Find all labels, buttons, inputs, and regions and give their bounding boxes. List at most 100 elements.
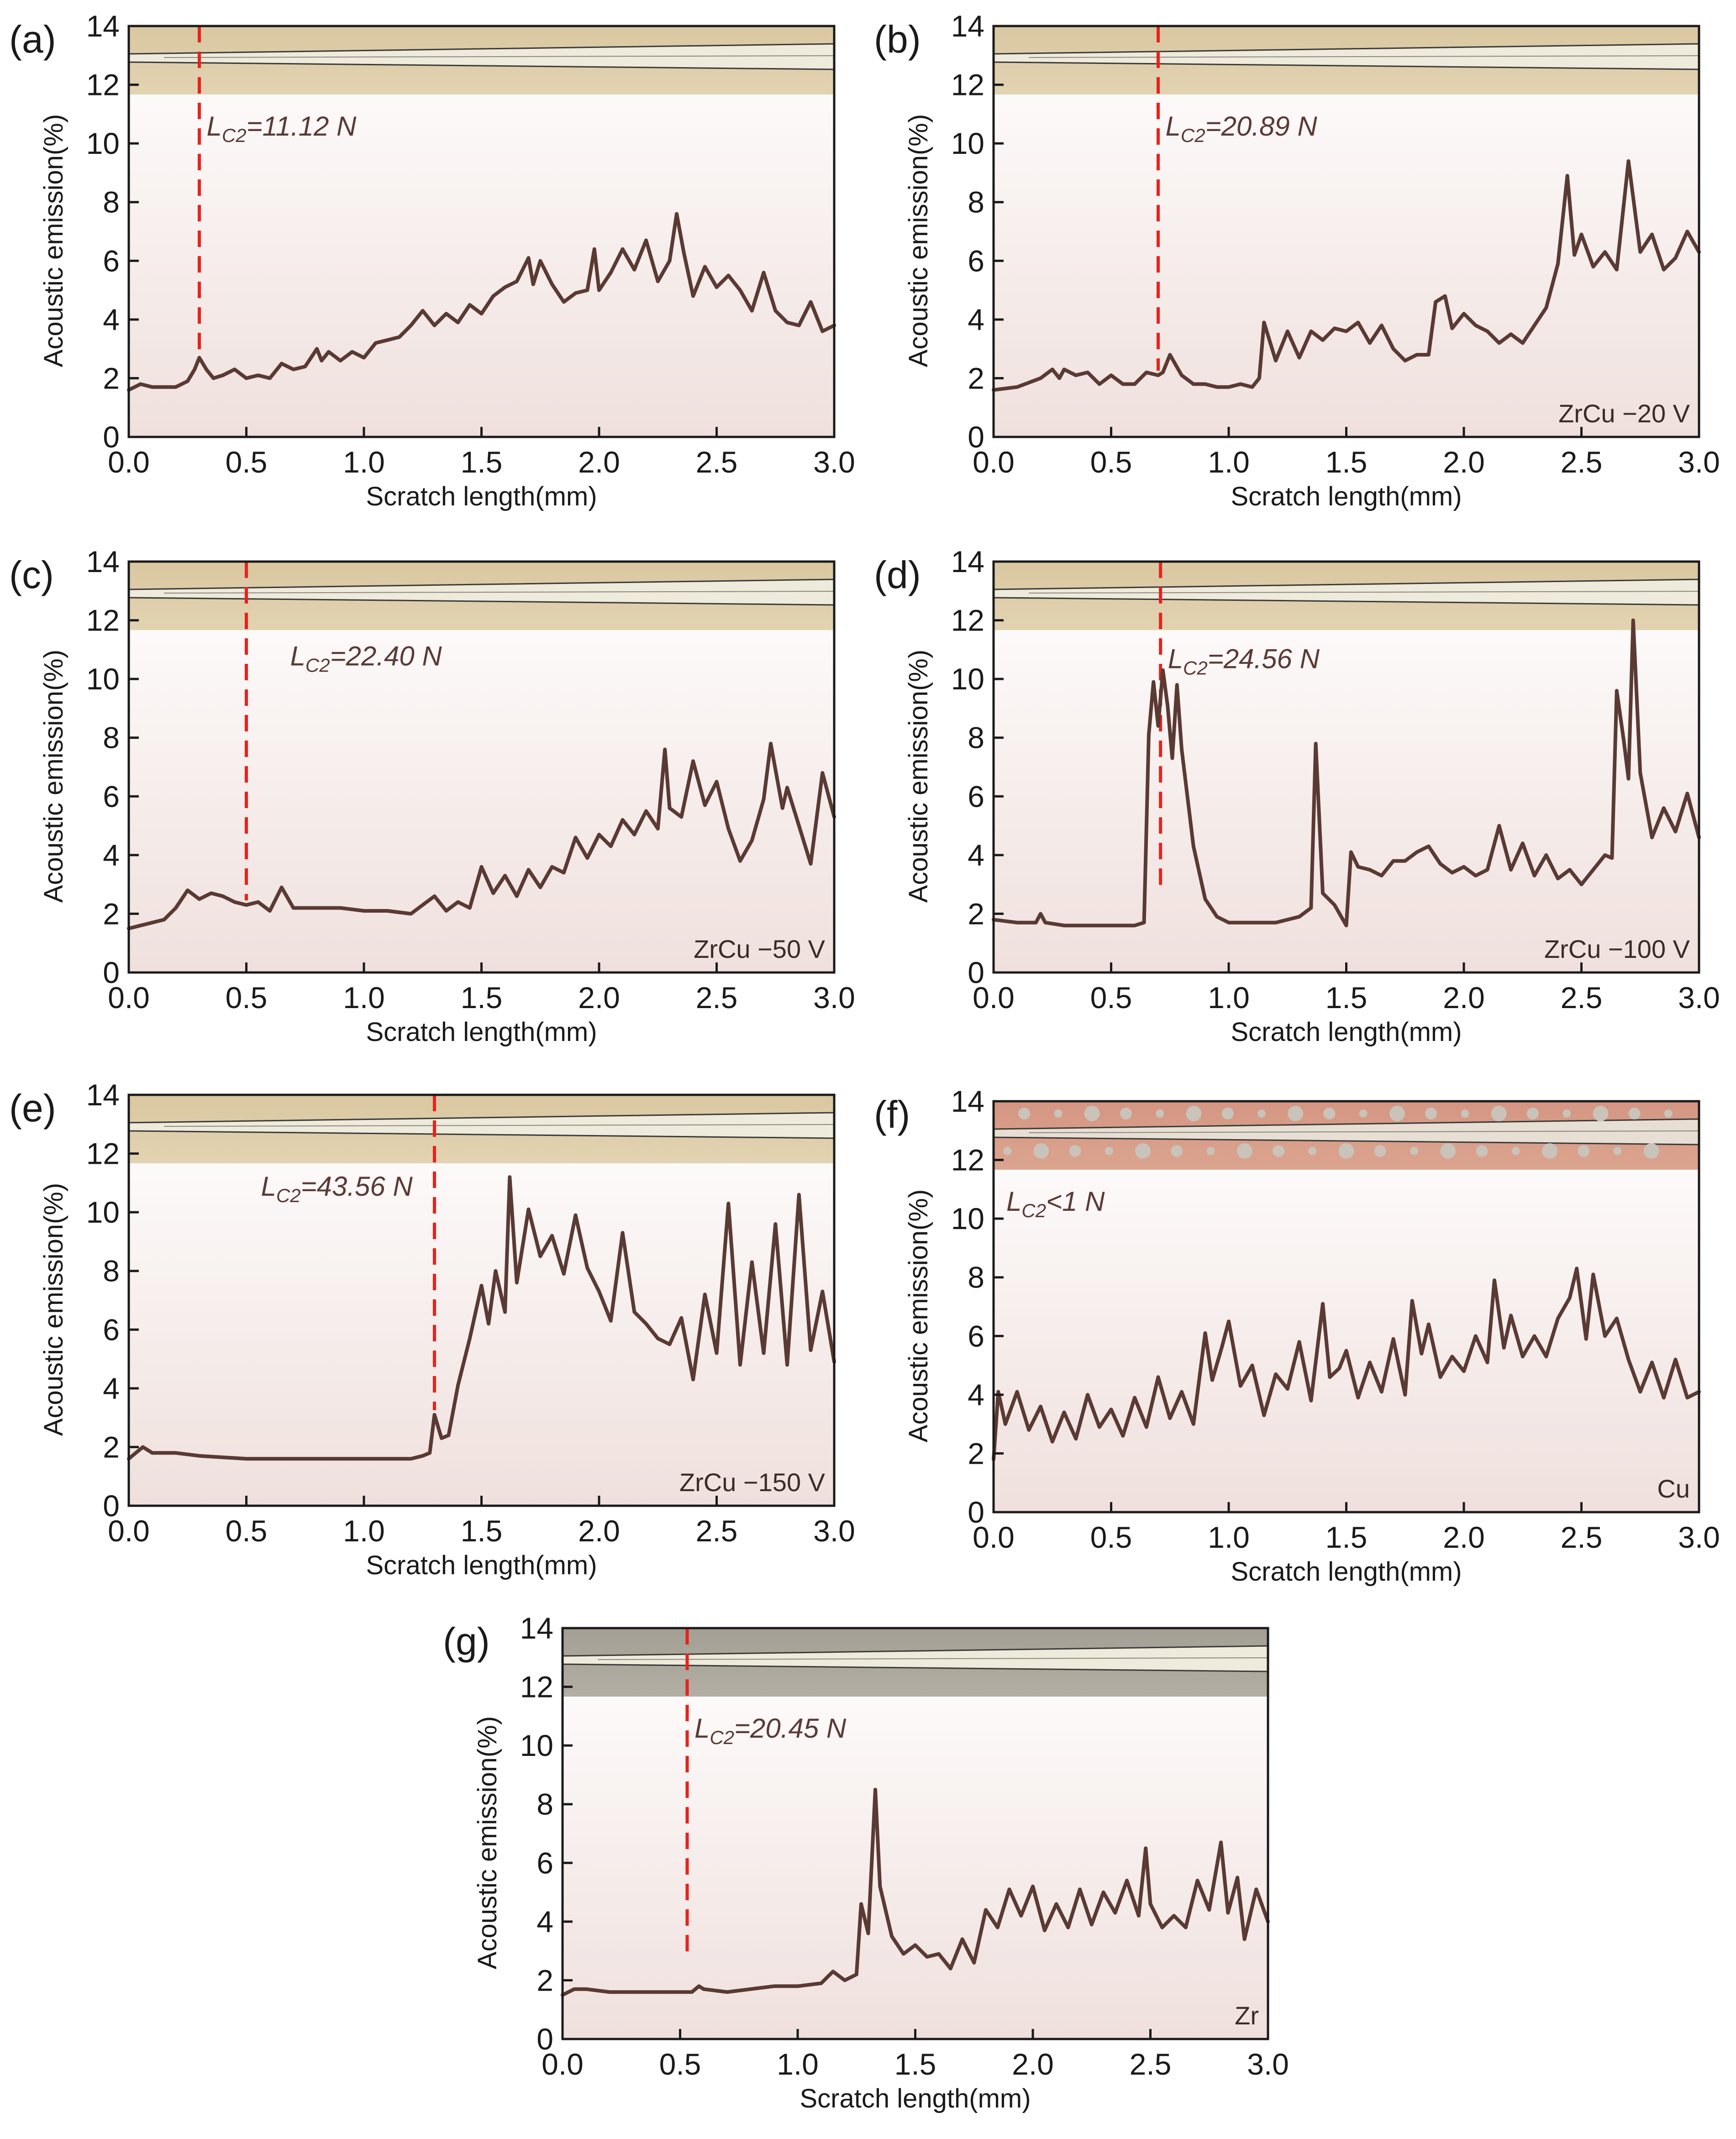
panel-label: (f) <box>874 1093 910 1136</box>
y-tick-label: 12 <box>86 604 120 637</box>
delamination-flake <box>1156 1109 1164 1118</box>
x-tick-label: 1.0 <box>1208 981 1250 1014</box>
delamination-flake <box>1236 1143 1252 1159</box>
panel-label: (c) <box>9 553 54 596</box>
delamination-flake <box>1425 1108 1437 1119</box>
x-tick-label: 3.0 <box>813 981 855 1014</box>
y-tick-label: 8 <box>968 721 984 755</box>
x-tick-label: 2.5 <box>696 981 738 1014</box>
y-tick-label: 4 <box>537 1905 553 1939</box>
x-tick-label: 1.5 <box>461 1514 503 1548</box>
x-tick-label: 1.0 <box>777 2047 819 2081</box>
y-tick-label: 2 <box>968 1436 984 1470</box>
scratch-track-center <box>164 1124 835 1127</box>
x-tick-label: 1.0 <box>343 981 385 1014</box>
x-tick-label: 3.0 <box>813 1514 855 1548</box>
x-tick-label: 1.5 <box>894 2047 936 2081</box>
y-tick-label: 8 <box>968 185 984 219</box>
y-tick-label: 10 <box>86 126 120 160</box>
x-axis-label: Scratch length(mm) <box>1231 1557 1462 1587</box>
x-axis-label: Scratch length(mm) <box>800 2084 1031 2113</box>
y-tick-label: 10 <box>951 662 984 696</box>
y-tick-label: 8 <box>103 1254 120 1288</box>
x-tick-label: 3.0 <box>1678 445 1720 479</box>
y-tick-label: 4 <box>103 1372 120 1405</box>
y-tick-label: 2 <box>103 897 120 930</box>
y-tick-label: 4 <box>103 303 120 336</box>
delamination-flake <box>1440 1143 1456 1159</box>
x-tick-label: 3.0 <box>813 445 855 479</box>
x-axis-label: Scratch length(mm) <box>366 482 597 511</box>
x-tick-label: 0.0 <box>973 445 1015 479</box>
y-tick-label: 8 <box>537 1787 553 1821</box>
y-tick-label: 0 <box>968 956 984 989</box>
lc2-annotation: LC2=43.56 N <box>261 1171 413 1206</box>
panel-label: (d) <box>874 553 921 596</box>
y-tick-label: 14 <box>86 9 120 43</box>
sample-label: ZrCu −20 V <box>1558 399 1690 428</box>
y-tick-label: 10 <box>86 1195 120 1229</box>
delamination-flake <box>1069 1145 1081 1157</box>
x-tick-label: 0.5 <box>226 981 268 1014</box>
x-tick-label: 0.5 <box>226 1514 268 1548</box>
y-tick-label: 6 <box>103 779 120 813</box>
y-tick-label: 10 <box>951 126 984 160</box>
scratch-track-center <box>164 591 835 594</box>
lc2-annotation: LC2=20.45 N <box>694 1713 847 1748</box>
acoustic-emission-series <box>127 212 836 392</box>
lc2-annotation: LC2=22.40 N <box>290 641 442 676</box>
x-tick-label: 2.5 <box>1561 1520 1603 1554</box>
delamination-flake <box>1359 1109 1368 1118</box>
x-tick-label: 2.0 <box>578 445 620 479</box>
x-tick-label: 2.0 <box>1443 445 1485 479</box>
scratch-track-center <box>1029 55 1699 58</box>
delamination-flake <box>1542 1143 1557 1159</box>
panel-label: (a) <box>9 18 56 61</box>
y-axis-label: Acoustic emission(%) <box>473 1716 502 1969</box>
delamination-flake <box>1338 1143 1354 1159</box>
delamination-flake <box>1033 1143 1049 1159</box>
y-tick-label: 6 <box>103 1313 120 1346</box>
y-tick-label: 4 <box>103 838 120 872</box>
y-tick-label: 10 <box>86 662 120 696</box>
delamination-flake <box>1664 1109 1673 1118</box>
chart-panel-a: 0.0 0.5 1.0 1.5 2.0 2.5 3.0 0 2 4 6 8 10 12 14 Scratch … <box>9 9 855 511</box>
delamination-flake <box>1120 1108 1132 1119</box>
delamination-flake <box>1221 1108 1234 1119</box>
delamination-flake <box>1135 1143 1151 1159</box>
scratch-track-center <box>598 1657 1268 1660</box>
y-tick-label: 14 <box>951 9 984 43</box>
y-tick-label: 0 <box>968 420 984 454</box>
x-tick-label: 2.5 <box>1561 981 1603 1014</box>
y-tick-label: 0 <box>103 956 120 989</box>
chart-panel-d: 0.0 0.5 1.0 1.5 2.0 2.5 3.0 0 2 4 6 8 10 12 14 Scratch … <box>874 545 1720 1047</box>
delamination-flake <box>1613 1147 1622 1155</box>
y-tick-label: 14 <box>520 1611 553 1645</box>
acoustic-emission-series <box>561 1787 1270 1997</box>
x-tick-label: 1.0 <box>1208 445 1250 479</box>
delamination-flake <box>1084 1106 1100 1121</box>
delamination-flake <box>1389 1106 1405 1121</box>
x-tick-label: 0.5 <box>1090 445 1132 479</box>
y-tick-label: 6 <box>968 779 984 813</box>
delamination-flake <box>1578 1145 1590 1157</box>
y-tick-label: 12 <box>951 68 984 102</box>
y-axis-label: Acoustic emission(%) <box>39 114 68 367</box>
y-tick-label: 0 <box>537 2022 553 2056</box>
x-axis-label: Scratch length(mm) <box>366 1550 597 1580</box>
x-tick-label: 0.5 <box>659 2047 701 2081</box>
delamination-flake <box>1410 1147 1418 1155</box>
y-tick-label: 12 <box>86 68 120 102</box>
lc2-annotation: LC2<1 N <box>1006 1186 1105 1221</box>
x-tick-label: 1.5 <box>461 445 503 479</box>
y-tick-label: 12 <box>86 1137 120 1171</box>
x-tick-label: 0.0 <box>973 981 1015 1014</box>
y-tick-label: 2 <box>968 897 984 930</box>
delamination-flake <box>1257 1109 1266 1118</box>
delamination-flake <box>1476 1145 1488 1157</box>
delamination-flake <box>1461 1109 1469 1118</box>
delamination-flake <box>1003 1147 1011 1155</box>
acoustic-emission-series <box>127 741 836 930</box>
delamination-flake <box>1171 1145 1183 1157</box>
